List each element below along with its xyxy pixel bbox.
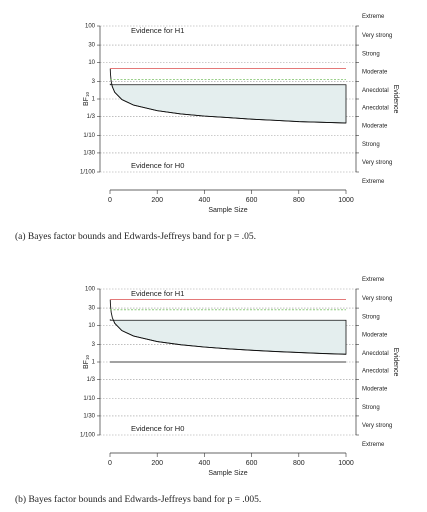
evidence-label: Very strong xyxy=(362,423,392,429)
y-tick-label: 100 xyxy=(85,24,96,30)
x-tick-label: 600 xyxy=(246,460,258,467)
evidence-label: Very strong xyxy=(362,296,392,302)
y-tick-label: 1/100 xyxy=(80,170,96,176)
evidence-label: Extreme xyxy=(362,14,385,20)
evidence-label: Moderate xyxy=(362,333,388,339)
x-tick-label: 0 xyxy=(108,460,112,467)
x-axis-title: Sample Size xyxy=(208,207,247,214)
evidence-label: Moderate xyxy=(362,124,388,130)
evidence-label: Moderate xyxy=(362,70,388,76)
caption: (a) Bayes factor bounds and Edwards-Jeff… xyxy=(15,231,256,242)
evidence-label: Strong xyxy=(362,314,380,320)
evidence-label: Extreme xyxy=(362,277,385,283)
y-axis-title: BF10 xyxy=(83,92,90,106)
evidence-title: Evidence xyxy=(392,85,399,114)
evidence-label: Moderate xyxy=(362,387,388,393)
evidence-label: Strong xyxy=(362,142,380,148)
x-tick-label: 600 xyxy=(246,197,258,204)
y-tick-label: 3 xyxy=(92,79,96,85)
x-tick-label: 0 xyxy=(108,197,112,204)
y-tick-label: 1/10 xyxy=(83,133,95,139)
evidence-label: Strong xyxy=(362,405,380,411)
evidence-label: Anecdotal xyxy=(362,368,389,374)
band-lower-curve xyxy=(109,299,347,355)
y-tick-label: 100 xyxy=(85,287,96,293)
x-tick-label: 400 xyxy=(199,197,211,204)
y-tick-label: 1/30 xyxy=(83,414,95,420)
band-area xyxy=(109,83,347,124)
y-tick-label: 1/3 xyxy=(87,377,96,383)
x-axis-title: Sample Size xyxy=(208,470,247,477)
annotation: Evidence for H0 xyxy=(131,424,184,433)
caption: (b) Bayes factor bounds and Edwards-Jeff… xyxy=(15,494,261,505)
evidence-label: Extreme xyxy=(362,442,385,448)
evidence-label: Strong xyxy=(362,51,380,57)
y-tick-label: 30 xyxy=(88,43,95,49)
x-tick-label: 800 xyxy=(293,197,305,204)
x-tick-label: 200 xyxy=(151,460,163,467)
x-tick-label: 1000 xyxy=(338,197,354,204)
y-axis-title-sub: 10 xyxy=(85,355,90,361)
evidence-label: Anecdotal xyxy=(362,88,389,94)
evidence-label: Extreme xyxy=(362,179,385,185)
x-tick-label: 1000 xyxy=(338,460,354,467)
y-axis-title-main: BF xyxy=(83,360,90,369)
x-tick-label: 200 xyxy=(151,197,163,204)
y-tick-label: 1 xyxy=(92,97,96,103)
x-tick-label: 800 xyxy=(293,460,305,467)
y-tick-label: 10 xyxy=(88,323,95,329)
annotation: Evidence for H1 xyxy=(131,289,184,298)
y-tick-label: 1/10 xyxy=(83,396,95,402)
evidence-label: Anecdotal xyxy=(362,105,389,111)
y-axis-title-sub: 10 xyxy=(85,92,90,98)
y-tick-label: 1/30 xyxy=(83,151,95,157)
y-tick-label: 1/3 xyxy=(87,114,96,120)
y-tick-label: 30 xyxy=(88,306,95,312)
annotation: Evidence for H1 xyxy=(131,26,184,35)
band-lower-curve xyxy=(109,68,347,124)
y-tick-label: 10 xyxy=(88,60,95,66)
y-tick-label: 3 xyxy=(92,342,96,348)
annotation: Evidence for H0 xyxy=(131,161,184,170)
x-tick-label: 400 xyxy=(199,460,211,467)
y-tick-label: 1 xyxy=(92,360,96,366)
evidence-label: Anecdotal xyxy=(362,351,389,357)
y-tick-label: 1/100 xyxy=(80,433,96,439)
evidence-label: Very strong xyxy=(362,160,392,166)
y-axis-title-main: BF xyxy=(83,97,90,106)
band-area xyxy=(109,319,347,355)
y-axis-title: BF10 xyxy=(83,355,90,369)
evidence-title: Evidence xyxy=(392,348,399,377)
evidence-label: Very strong xyxy=(362,33,392,39)
